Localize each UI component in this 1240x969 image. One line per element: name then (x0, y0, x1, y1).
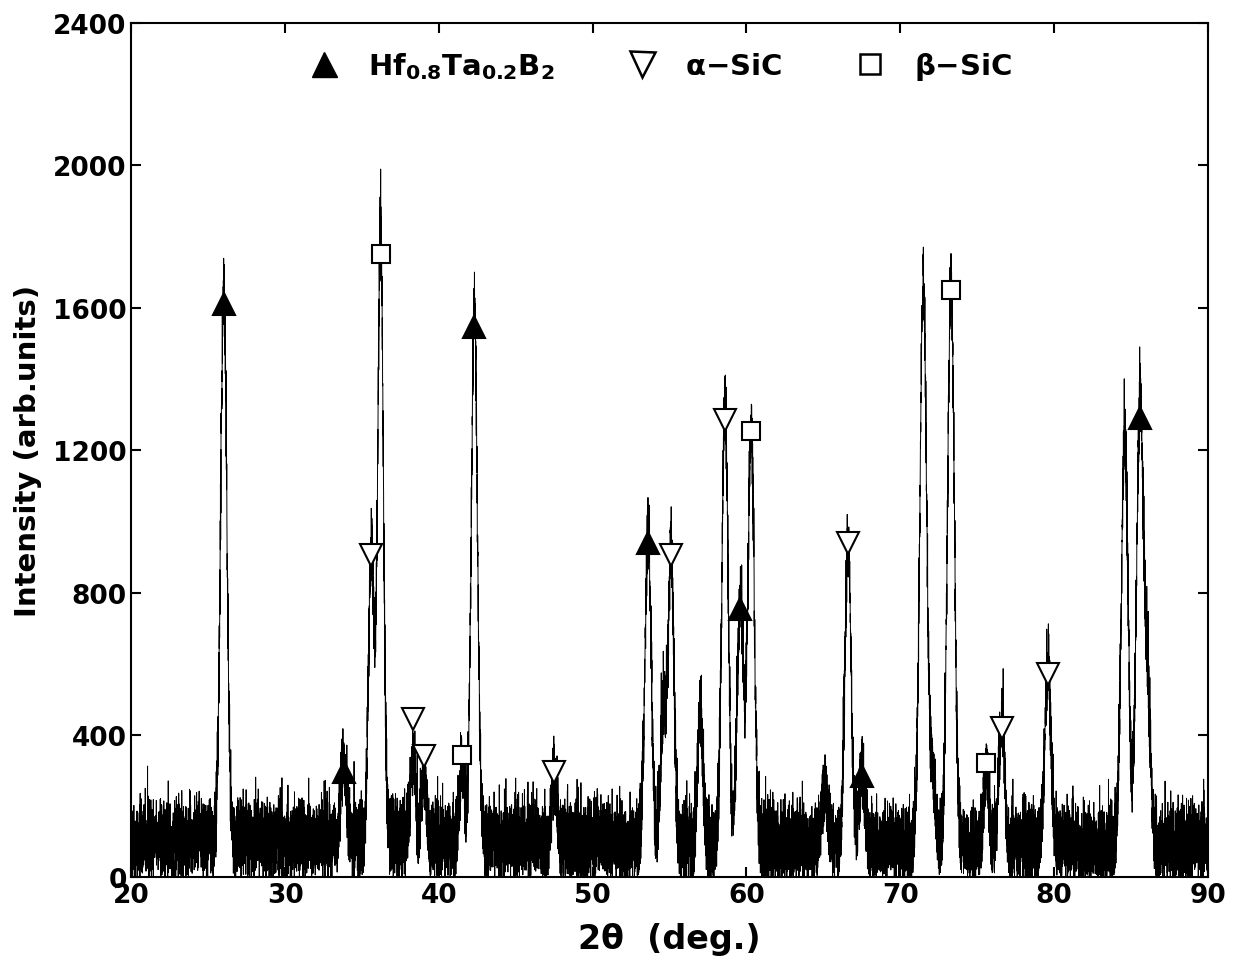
Legend: $\mathbf{Hf_{0.8}Ta_{0.2}B_2}$, $\mathbf{\alpha}$$\mathbf{-SiC}$, $\mathbf{\beta: $\mathbf{Hf_{0.8}Ta_{0.2}B_2}$, $\mathbf… (286, 43, 1021, 92)
Y-axis label: Intensity (arb.units): Intensity (arb.units) (14, 285, 42, 616)
X-axis label: 2θ  (deg.): 2θ (deg.) (578, 922, 761, 955)
